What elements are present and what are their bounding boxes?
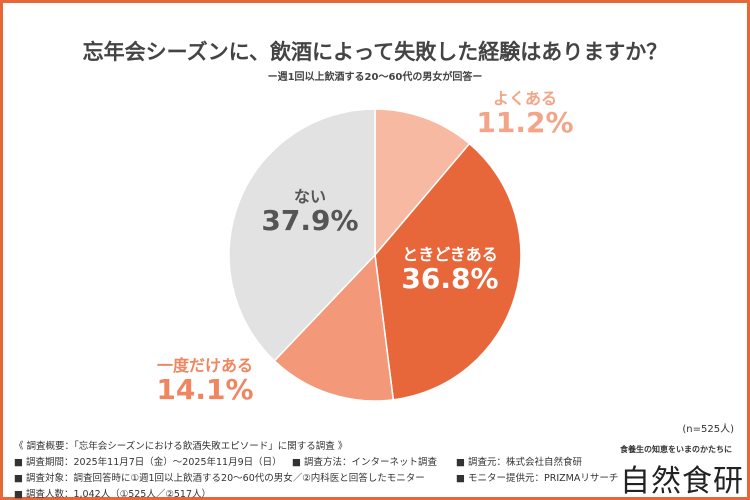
slice-value: 36.8% [401, 261, 499, 295]
survey-method: ■ 調査方法：インターネット調査 [292, 457, 437, 468]
slice-label: ない [293, 187, 326, 206]
slice-value: 37.9% [261, 203, 359, 237]
label-sometimes: ときどきある 36.8% [385, 246, 515, 294]
pie-slice-2 [273, 253, 395, 402]
label-never: ない 37.9% [255, 188, 365, 236]
chart-title: 忘年会シーズンに、飲酒によって失敗した経験はありますか？ [82, 40, 668, 64]
slice-label: ときどきある [402, 245, 498, 264]
survey-count: ■ 調査人数：1,042人（①525人／②517人） [14, 489, 211, 500]
pie-slice-0 [374, 108, 471, 258]
pie-slice-1 [374, 142, 522, 401]
survey-period: ■ 調査期間：2025年11月7日（金）〜2025年11月9日（日） [14, 457, 282, 468]
sample-size: (n=525人) [682, 424, 734, 435]
slice-value: 11.2% [476, 105, 574, 139]
survey-source: ■ 調査元：株式会社自然食研 [456, 457, 582, 468]
slice-label: よくある [492, 89, 557, 108]
survey-monitor: ■ モニター提供元：PRIZMAリサーチ [456, 473, 619, 484]
label-often: よくある 11.2% [470, 90, 580, 138]
pie-slice-3 [228, 108, 376, 362]
survey-target: ■ 調査対象：調査回答時に①週1回以上飲酒する20〜60代の男女／②内科医と回答… [14, 473, 425, 484]
brand-tagline: 食養生の知恵をいまのかたちに [620, 445, 732, 454]
brand-logo: 自然食研 [620, 464, 744, 499]
label-once: 一度だけある 14.1% [140, 357, 270, 405]
slice-label: 一度だけある [156, 356, 253, 375]
slice-value: 14.1% [156, 372, 254, 406]
chart-subtitle: ー週1回以上飲酒する20〜60代の男女が回答ー [267, 72, 483, 83]
survey-overview: 《 調査概要：「忘年会シーズンにおける飲酒失敗エピソード」に関する調査 》 [14, 441, 348, 452]
